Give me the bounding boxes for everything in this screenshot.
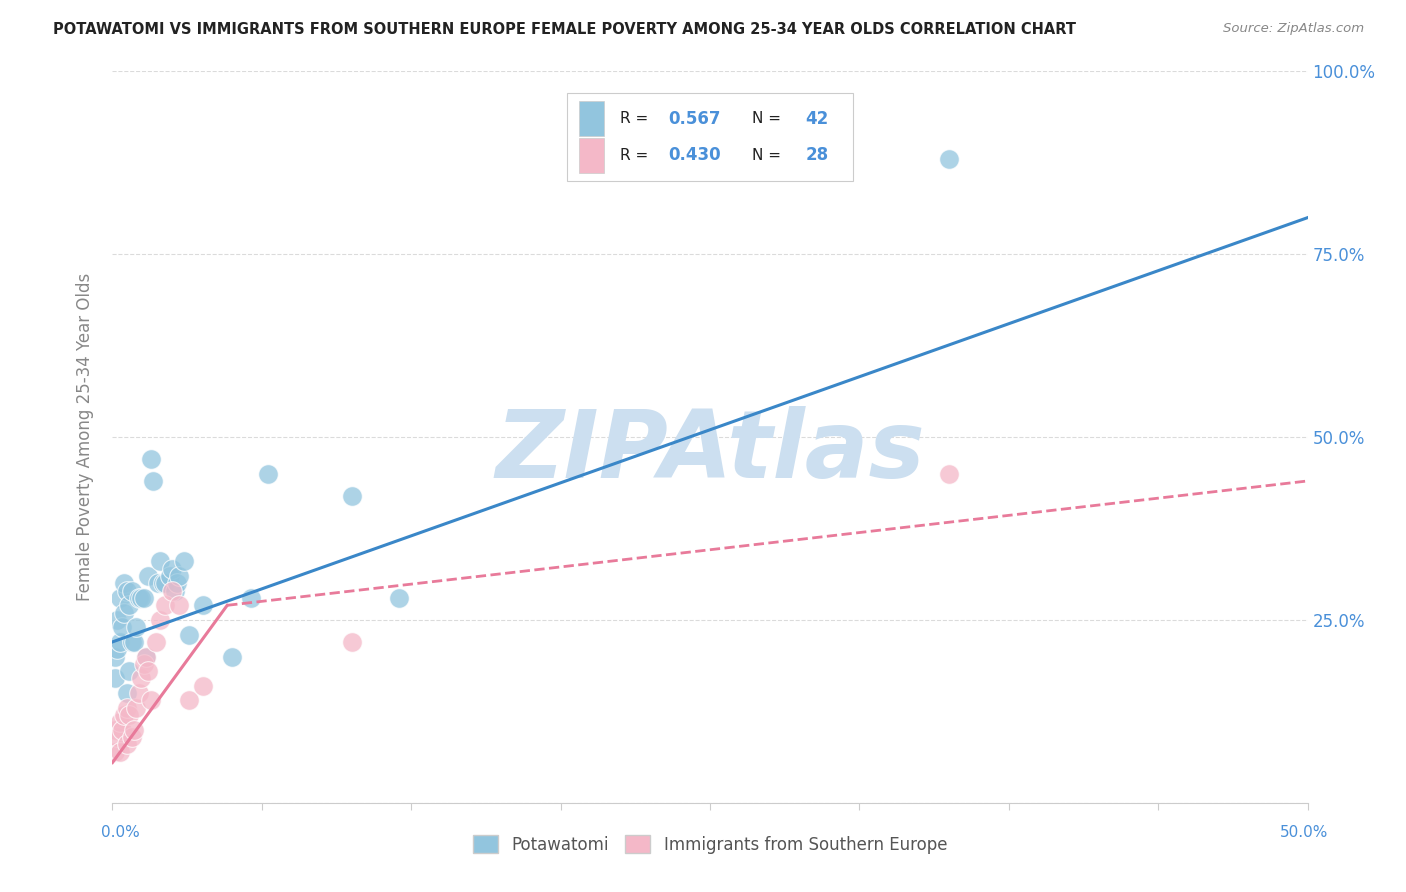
Point <box>125 700 148 714</box>
Point <box>105 642 128 657</box>
Point <box>177 627 200 641</box>
Y-axis label: Female Poverty Among 25-34 Year Olds: Female Poverty Among 25-34 Year Olds <box>76 273 94 601</box>
Legend: Potawatomi, Immigrants from Southern Europe: Potawatomi, Immigrants from Southern Eur… <box>467 829 953 860</box>
Point <box>115 737 138 751</box>
Point <box>173 554 195 568</box>
Point <box>135 649 157 664</box>
Point <box>115 583 138 598</box>
Point <box>149 554 172 568</box>
Point <box>121 583 143 598</box>
Point <box>105 613 128 627</box>
Point <box>142 474 165 488</box>
Point <box>118 599 141 613</box>
FancyBboxPatch shape <box>579 138 603 173</box>
Text: R =: R = <box>620 148 654 163</box>
Point <box>104 723 127 737</box>
Point <box>104 745 127 759</box>
Point <box>129 591 152 605</box>
Point <box>115 700 138 714</box>
Point <box>108 635 131 649</box>
Point <box>105 730 128 744</box>
Point <box>177 693 200 707</box>
Point <box>138 569 160 583</box>
Point <box>125 620 148 634</box>
Point <box>111 620 134 634</box>
Point <box>162 583 183 598</box>
Text: 0.567: 0.567 <box>668 110 721 128</box>
Point <box>118 708 141 723</box>
Text: 28: 28 <box>806 146 828 164</box>
Point <box>108 745 131 759</box>
Point <box>115 686 138 700</box>
Point <box>132 657 155 671</box>
Text: N =: N = <box>752 148 786 163</box>
Point <box>240 591 263 605</box>
FancyBboxPatch shape <box>579 102 603 136</box>
Point <box>122 723 145 737</box>
Point <box>938 152 960 166</box>
Point <box>104 672 127 686</box>
Point <box>114 576 135 591</box>
FancyBboxPatch shape <box>567 94 853 181</box>
Point <box>139 452 162 467</box>
Point <box>138 664 160 678</box>
Text: ZIPAtlas: ZIPAtlas <box>495 406 925 498</box>
Point <box>193 679 215 693</box>
Point <box>153 576 176 591</box>
Point <box>118 664 141 678</box>
Point <box>132 591 155 605</box>
Point <box>257 467 280 481</box>
Point <box>114 606 135 620</box>
Point <box>108 591 131 605</box>
Point <box>104 649 127 664</box>
Point <box>938 467 960 481</box>
Point <box>129 672 152 686</box>
Point <box>153 599 176 613</box>
Text: 0.0%: 0.0% <box>101 825 141 840</box>
Text: R =: R = <box>620 112 654 127</box>
Point <box>159 569 181 583</box>
Point <box>135 649 157 664</box>
Point <box>152 576 174 591</box>
Text: Source: ZipAtlas.com: Source: ZipAtlas.com <box>1223 22 1364 36</box>
Text: POTAWATOMI VS IMMIGRANTS FROM SOUTHERN EUROPE FEMALE POVERTY AMONG 25-34 YEAR OL: POTAWATOMI VS IMMIGRANTS FROM SOUTHERN E… <box>53 22 1077 37</box>
Text: 0.430: 0.430 <box>668 146 721 164</box>
Point <box>162 562 183 576</box>
Text: N =: N = <box>752 112 786 127</box>
Point <box>121 635 143 649</box>
Point <box>128 591 150 605</box>
Text: 50.0%: 50.0% <box>1281 825 1329 840</box>
Point <box>193 599 215 613</box>
Point <box>388 591 411 605</box>
Point <box>149 613 172 627</box>
Point <box>340 489 363 503</box>
Point <box>340 635 363 649</box>
Point <box>111 723 134 737</box>
Point <box>114 708 135 723</box>
Point <box>146 576 169 591</box>
Point <box>221 649 243 664</box>
Point <box>145 635 167 649</box>
Point <box>163 583 186 598</box>
Point <box>169 569 191 583</box>
Point <box>108 715 131 730</box>
Text: 42: 42 <box>806 110 830 128</box>
Point <box>166 576 188 591</box>
Point <box>122 635 145 649</box>
Point <box>169 599 191 613</box>
Point <box>139 693 162 707</box>
Point <box>121 730 143 744</box>
Point <box>128 686 150 700</box>
